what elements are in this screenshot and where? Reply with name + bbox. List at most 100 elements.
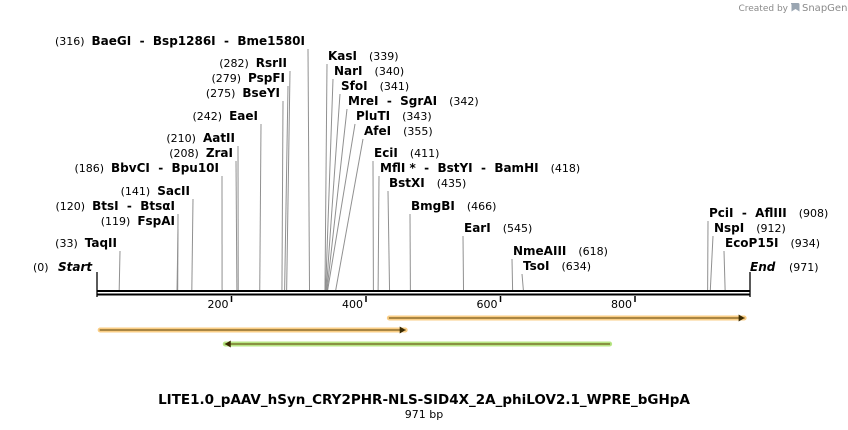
ruler-label-200: 200 bbox=[208, 298, 229, 311]
enzyme-name[interactable]: BmgBI bbox=[411, 199, 455, 213]
site-label-aatii[interactable]: (210) AatII bbox=[166, 131, 235, 145]
site-label-sfoi[interactable]: SfoI (341) bbox=[341, 79, 409, 93]
enzyme-name[interactable]: AfeI bbox=[364, 124, 391, 138]
site-position: (634) bbox=[561, 260, 591, 273]
enzyme-name[interactable]: ZraI bbox=[206, 146, 233, 160]
site-label-eari[interactable]: EarI (545) bbox=[464, 221, 532, 235]
leader-zrai bbox=[235, 160, 238, 291]
sequence-ends: (0) Start End (971) bbox=[33, 260, 819, 274]
site-label-mrei[interactable]: MreI - SgrAI (342) bbox=[348, 94, 479, 108]
enzyme-name[interactable]: BbvCI - Bpu10I bbox=[111, 161, 219, 175]
enzyme-name[interactable]: AatII bbox=[203, 131, 235, 145]
enzyme-name[interactable]: FspAI bbox=[137, 214, 175, 228]
site-position: (435) bbox=[437, 177, 467, 190]
feature-green-1[interactable] bbox=[222, 340, 613, 348]
enzyme-name[interactable]: BaeGI - Bsp1286I - Bme1580I bbox=[92, 34, 305, 48]
site-label-btsi[interactable]: (120) BtsI - BtsαI bbox=[56, 199, 176, 213]
site-label-pcii[interactable]: PciI - AflIII (908) bbox=[709, 206, 828, 220]
site-label-ecii[interactable]: EciI (411) bbox=[374, 146, 439, 160]
enzyme-name[interactable]: NspI bbox=[714, 221, 744, 235]
enzyme-name[interactable]: BstXI bbox=[389, 176, 425, 190]
arrow-left-icon bbox=[224, 340, 231, 348]
feature-orange-1[interactable] bbox=[97, 326, 408, 334]
enzyme-name[interactable]: PspFI bbox=[248, 71, 285, 85]
enzyme-name[interactable]: NarI bbox=[334, 64, 363, 78]
site-position: (340) bbox=[375, 65, 405, 78]
start-label: Start bbox=[58, 260, 93, 274]
leader-nari bbox=[325, 78, 334, 291]
enzyme-name[interactable]: PciI - AflIII bbox=[709, 206, 787, 220]
ruler-label-600: 600 bbox=[477, 298, 498, 311]
enzyme-name[interactable]: BtsI - BtsαI bbox=[92, 199, 175, 213]
site-label-rsrii[interactable]: (282) RsrII bbox=[219, 56, 287, 70]
site-label-pluti[interactable]: PluTI (343) bbox=[356, 109, 432, 123]
leader-sfoi bbox=[325, 93, 341, 291]
leader-nspi bbox=[709, 235, 714, 291]
leader-baegi bbox=[307, 48, 311, 291]
enzyme-name[interactable]: SfoI bbox=[341, 79, 368, 93]
site-position: (141) bbox=[121, 185, 158, 198]
site-label-bstxi[interactable]: BstXI (435) bbox=[389, 176, 466, 190]
enzyme-name[interactable]: BseYI bbox=[242, 86, 280, 100]
site-label-nmeaiii[interactable]: NmeAIII (618) bbox=[513, 244, 608, 258]
enzyme-name[interactable]: RsrII bbox=[256, 56, 287, 70]
site-label-mfli[interactable]: MflI * - BstYI - BamHI (418) bbox=[380, 161, 580, 175]
site-position: (908) bbox=[799, 207, 829, 220]
enzyme-name[interactable]: EaeI bbox=[229, 109, 258, 123]
enzyme-name[interactable]: MflI * - BstYI - BamHI bbox=[380, 161, 539, 175]
created-by-label: Created by bbox=[738, 4, 788, 14]
site-label-eaei[interactable]: (242) EaeI bbox=[193, 109, 258, 123]
sequence-name: LITE1.0_pAAV_hSyn_CRY2PHR-NLS-SID4X_2A_p… bbox=[158, 392, 690, 408]
sequence-backbone bbox=[96, 272, 751, 297]
site-label-baegi[interactable]: (316) BaeGI - Bsp1286I - Bme1580I bbox=[55, 34, 305, 48]
site-label-taqii[interactable]: (33) TaqII bbox=[55, 236, 117, 250]
site-label-bseyi[interactable]: (275) BseYI bbox=[206, 86, 280, 100]
site-label-ecop15i[interactable]: EcoP15I (934) bbox=[725, 236, 820, 250]
site-label-fspai[interactable]: (119) FspAI bbox=[101, 214, 175, 228]
enzyme-name[interactable]: TsoI bbox=[523, 259, 549, 273]
enzyme-name[interactable]: KasI bbox=[328, 49, 357, 63]
ruler-label-800: 800 bbox=[611, 298, 632, 311]
site-label-kasi[interactable]: KasI (339) bbox=[328, 49, 399, 63]
site-position: (934) bbox=[791, 237, 821, 250]
start-position: (0) bbox=[33, 261, 49, 274]
end-label: End bbox=[750, 260, 776, 274]
site-position: (545) bbox=[503, 222, 533, 235]
enzyme-name[interactable]: NmeAIII bbox=[513, 244, 566, 258]
site-position: (210) bbox=[166, 132, 203, 145]
site-position: (186) bbox=[74, 162, 111, 175]
enzyme-name[interactable]: SacII bbox=[157, 184, 190, 198]
site-label-zrai[interactable]: (208) ZraI bbox=[169, 146, 233, 160]
leader-eari bbox=[462, 235, 465, 291]
site-position: (282) bbox=[219, 57, 256, 70]
site-label-bbvci[interactable]: (186) BbvCI - Bpu10I bbox=[74, 161, 219, 175]
site-label-sacii[interactable]: (141) SacII bbox=[121, 184, 190, 198]
ruler-label-400: 400 bbox=[342, 298, 363, 311]
leader-afei bbox=[335, 138, 364, 291]
enzyme-name[interactable]: EciI bbox=[374, 146, 398, 160]
enzyme-name[interactable]: MreI - SgrAI bbox=[348, 94, 437, 108]
arrow-right-icon bbox=[738, 314, 745, 322]
leader-sacii bbox=[191, 198, 194, 291]
leader-taqii bbox=[118, 250, 121, 291]
site-label-bmgbi[interactable]: BmgBI (466) bbox=[411, 199, 496, 213]
site-label-afei[interactable]: AfeI (355) bbox=[364, 124, 433, 138]
site-label-nari[interactable]: NarI (340) bbox=[334, 64, 404, 78]
site-position: (342) bbox=[449, 95, 479, 108]
leader-bstxi bbox=[387, 190, 391, 291]
site-leaders bbox=[118, 48, 726, 291]
site-position: (466) bbox=[467, 200, 497, 213]
site-position: (355) bbox=[403, 125, 433, 138]
site-position: (341) bbox=[380, 80, 410, 93]
site-position: (339) bbox=[369, 50, 399, 63]
site-label-nspi[interactable]: NspI (912) bbox=[714, 221, 786, 235]
site-position: (275) bbox=[206, 87, 243, 100]
site-label-pspfi[interactable]: (279) PspFI bbox=[211, 71, 285, 85]
enzyme-name[interactable]: EarI bbox=[464, 221, 491, 235]
enzyme-name[interactable]: PluTI bbox=[356, 109, 390, 123]
feature-orange-2[interactable] bbox=[386, 314, 747, 322]
enzyme-name[interactable]: TaqII bbox=[85, 236, 117, 250]
leader-mfli bbox=[377, 175, 380, 291]
site-label-tsoi[interactable]: TsoI (634) bbox=[523, 259, 591, 273]
enzyme-name[interactable]: EcoP15I bbox=[725, 236, 779, 250]
